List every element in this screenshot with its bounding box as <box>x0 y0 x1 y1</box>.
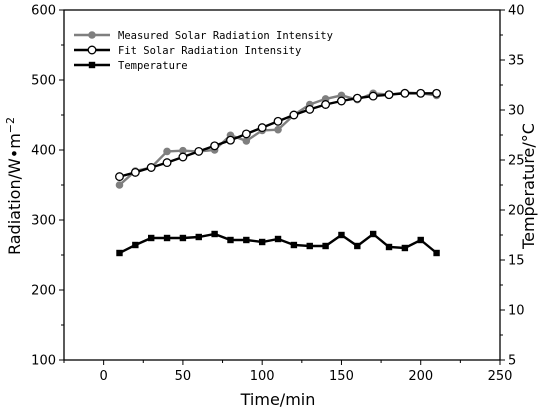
temperature-point <box>195 233 202 241</box>
temperature-point <box>401 244 409 252</box>
x-tick-label: 0 <box>99 369 107 384</box>
fit-solar-radiation-intensity-point <box>289 110 299 120</box>
right-y-tick-label: 25 <box>508 154 525 169</box>
left-y-axis-title: Radiation/W•m−2 <box>4 117 24 255</box>
left-y-tick-label: 600 <box>31 4 56 19</box>
temperature-point <box>290 241 298 249</box>
fit-solar-radiation-intensity-series <box>115 88 442 182</box>
left-y-tick-label: 500 <box>31 74 56 89</box>
legend-label-temperature: Temperature <box>118 60 188 72</box>
temperature-point <box>179 234 187 242</box>
right-y-tick-label: 35 <box>508 54 525 69</box>
temperature-point <box>243 236 250 244</box>
legend-marker-fit-solar-radiation-intensity <box>87 45 97 55</box>
legend-marker-temperature <box>88 61 96 69</box>
temperature-point <box>132 241 139 249</box>
x-tick-label: 200 <box>408 369 433 384</box>
temperature-point <box>369 230 377 238</box>
legend-marker-measured-solar-radiation-intensity <box>88 31 96 39</box>
x-tick-label: 150 <box>329 369 354 384</box>
x-tick-label: 100 <box>250 369 275 384</box>
left-y-tick-label: 300 <box>31 214 56 229</box>
temperature-point <box>338 231 345 239</box>
fit-solar-radiation-intensity-point <box>115 172 124 182</box>
measured-solar-radiation-intensity-point <box>242 137 251 145</box>
measured-solar-radiation-intensity-point <box>179 146 187 155</box>
measured-solar-radiation-intensity-point <box>274 125 282 134</box>
temperature-point <box>433 249 440 257</box>
right-y-tick-label: 10 <box>508 304 525 319</box>
axes-layer: 0 50 100 150 200 250 100 200 300 400 500 600 5 10 15 20… <box>31 4 524 385</box>
temperature-point <box>354 242 361 250</box>
temperature-point <box>306 242 313 250</box>
fit-solar-radiation-intensity-point <box>162 158 172 168</box>
legend-label-fit-solar-radiation-intensity: Fit Solar Radiation Intensity <box>118 45 301 57</box>
fit-solar-radiation-intensity-point <box>273 116 283 126</box>
left-y-tick-label: 400 <box>31 144 56 159</box>
measured-solar-radiation-intensity-series <box>115 88 441 189</box>
fit-solar-radiation-intensity-point <box>241 129 251 139</box>
temperature-series <box>116 230 440 257</box>
fit-solar-radiation-intensity-point <box>432 88 442 98</box>
left-y-tick-label: 100 <box>31 354 56 369</box>
fit-solar-radiation-intensity-point <box>368 91 378 101</box>
temperature-point <box>258 238 266 246</box>
temperature-point <box>227 236 234 244</box>
fit-solar-radiation-intensity-point <box>384 90 394 100</box>
x-tick-label: 50 <box>175 369 192 384</box>
temperature-point <box>148 234 155 242</box>
temperature-point <box>116 249 123 257</box>
legend: Measured Solar Radiation Intensity Fit So… <box>74 30 333 72</box>
fit-solar-radiation-intensity-point <box>146 163 156 172</box>
x-axis-title: Time/min <box>240 390 316 409</box>
x-tick-label: 250 <box>488 369 513 384</box>
fit-solar-radiation-intensity-point <box>226 135 235 145</box>
fit-solar-radiation-intensity-point <box>257 123 267 133</box>
fit-solar-radiation-intensity-point <box>321 100 331 109</box>
right-y-axis-title: Temperature/°C <box>519 123 538 250</box>
measured-solar-radiation-intensity-point <box>163 147 171 156</box>
fit-solar-radiation-intensity-point <box>194 146 204 156</box>
right-y-tick-label: 15 <box>508 254 525 269</box>
fit-solar-radiation-intensity-point <box>178 152 188 162</box>
right-y-tick-label: 20 <box>508 204 525 219</box>
left-y-axis-title-main: Radiation/W•m <box>5 133 24 255</box>
temperature-point <box>274 235 282 243</box>
temperature-point <box>417 236 424 244</box>
fit-solar-radiation-intensity-point <box>305 104 315 114</box>
right-y-tick-label: 30 <box>508 104 525 119</box>
right-y-tick-label: 40 <box>508 4 525 19</box>
legend-label-measured-solar-radiation-intensity: Measured Solar Radiation Intensity <box>118 30 333 42</box>
temperature-point <box>385 243 393 251</box>
fit-solar-radiation-intensity-point <box>130 167 140 177</box>
fit-solar-radiation-intensity-point <box>352 93 362 103</box>
series-layer <box>115 88 442 257</box>
temperature-point <box>211 230 218 238</box>
right-y-tick-label: 5 <box>508 354 516 369</box>
temperature-point <box>163 234 171 242</box>
left-y-axis-title-superscript: −2 <box>4 117 17 133</box>
measured-solar-radiation-intensity-line <box>118 91 437 186</box>
fit-solar-radiation-intensity-point <box>400 88 410 98</box>
fit-solar-radiation-intensity-point <box>210 141 220 151</box>
fit-solar-radiation-intensity-point <box>337 96 346 106</box>
left-y-tick-label: 200 <box>31 284 56 299</box>
fit-solar-radiation-intensity-point <box>416 88 426 98</box>
temperature-point <box>322 242 329 250</box>
measured-solar-radiation-intensity-point <box>115 181 124 189</box>
